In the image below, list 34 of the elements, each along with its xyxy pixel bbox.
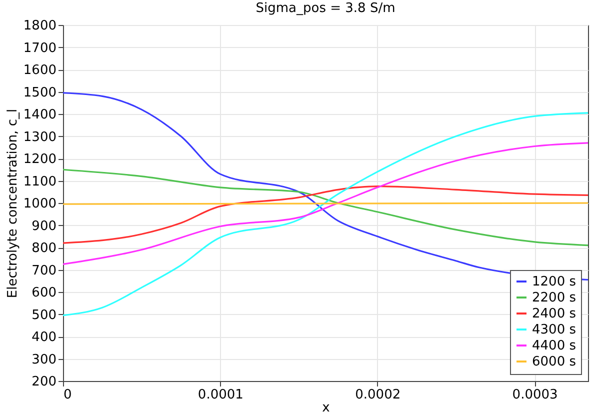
y-tick-label: 400 [32, 330, 56, 345]
legend-label: 1200 s [532, 274, 576, 290]
y-tick-label: 200 [32, 374, 56, 390]
line-series [63, 142, 588, 265]
y-tick-label: 1300 [23, 130, 56, 145]
y-tick-label: 1800 [23, 18, 56, 34]
y-tick-label: 600 [32, 286, 56, 300]
y-tick-label: 800 [32, 241, 56, 256]
y-tick-label: 1600 [23, 63, 56, 78]
line-series [63, 186, 588, 244]
y-tick-label: 1400 [23, 108, 56, 122]
legend-label: 4400 s [532, 338, 576, 354]
x-tick-label: 0.0003 [512, 388, 558, 402]
y-tick-label: 300 [32, 352, 56, 368]
y-tick-label: 1700 [23, 40, 56, 56]
x-axis-title: x [322, 400, 330, 416]
y-tick-label: 500 [32, 308, 56, 323]
x-tick-label: 0.0002 [355, 388, 401, 402]
legend-label: 2200 s [532, 290, 576, 306]
line-series [63, 168, 588, 246]
y-tick-label: 900 [32, 218, 56, 234]
x-tick-label: 0.0001 [198, 388, 244, 402]
y-tick-label: 1100 [23, 174, 56, 190]
y-tick-label: 1200 [23, 152, 56, 167]
x-tick-label: 0 [64, 388, 72, 402]
y-tick-label: 700 [32, 263, 56, 278]
y-tick-label: 1500 [23, 85, 56, 100]
y-axis-title: Electrolyte concentration, c_l [5, 108, 20, 298]
legend-label: 4300 s [532, 322, 576, 338]
legend-label: 6000 s [532, 354, 576, 370]
chart-title: Sigma_pos = 3.8 S/m [256, 1, 396, 16]
legend-label: 2400 s [532, 306, 576, 322]
line-series [63, 112, 588, 316]
y-tick-label: 1000 [23, 196, 56, 212]
